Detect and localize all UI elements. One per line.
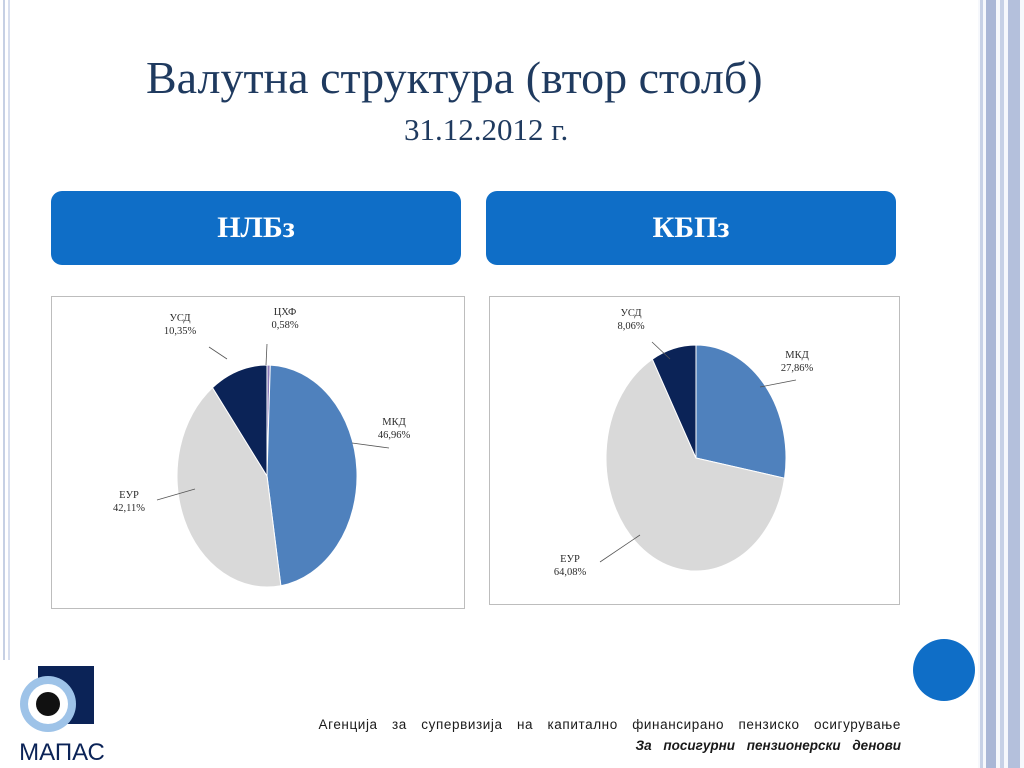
tab-nlbz: НЛБз (51, 191, 461, 265)
pie-slice-1-0 (695, 344, 787, 479)
right-edge-decoration (978, 0, 1024, 768)
tab-kbpz: КБПз (486, 191, 896, 265)
slice-label-0-0: ЦХФ (274, 307, 297, 318)
leader-line-0-2 (156, 488, 196, 501)
chart-panel-kbpz: МКД 27,86% ЕУР 64,08% УСД 8,06% (489, 296, 900, 605)
pie-chart-nlbz: ЦХФ 0,58% МКД 46,96% ЕУР 42,11% УСД 10,35% (113, 307, 411, 588)
pie-slice-0-3 (211, 364, 268, 478)
slice-label-1-2: УСД (620, 308, 641, 319)
leader-line-0-1 (351, 442, 390, 449)
slice-value-1-2: 8,06% (617, 321, 644, 332)
slide-subtitle: 31.12.2012 г. (404, 112, 569, 147)
slice-label-0-3: УСД (169, 313, 190, 324)
logo-text: МАПАС (19, 739, 105, 766)
slide-title: Валутна структура (втор столб) (146, 52, 763, 103)
slice-value-0-2: 42,11% (113, 503, 145, 514)
slice-label-1-1: ЕУР (560, 554, 580, 565)
leader-line-1-2 (651, 341, 671, 360)
slice-label-0-1: МКД (382, 417, 406, 428)
footer-agency: Агенција за супервизија на капитално фин… (318, 717, 901, 732)
pie-slice-0-2 (176, 386, 282, 588)
decorative-circle (913, 639, 975, 701)
leader-line-1-1 (599, 534, 641, 563)
leader-line-1-0 (759, 379, 797, 388)
slice-label-0-2: ЕУР (119, 490, 139, 501)
slice-value-1-1: 64,08% (554, 567, 587, 578)
pie-slice-0-1 (266, 364, 358, 587)
pie-slice-1-1 (605, 358, 786, 572)
slice-value-0-1: 46,96% (378, 430, 411, 441)
slice-label-1-0: МКД (785, 350, 809, 361)
footer-slogan: За посигурни пензионерски денови (635, 738, 902, 753)
leader-line-0-3 (208, 346, 228, 360)
left-edge-decoration (0, 0, 11, 660)
pie-chart-kbpz: МКД 27,86% ЕУР 64,08% УСД 8,06% (554, 308, 814, 578)
pie-slice-1-2 (651, 344, 697, 459)
slice-value-0-0: 0,58% (271, 320, 298, 331)
mapas-logo: МАПАС (19, 666, 105, 766)
slice-value-1-0: 27,86% (781, 363, 814, 374)
chart-panel-nlbz: ЦХФ 0,58% МКД 46,96% ЕУР 42,11% УСД 10,35% (51, 296, 465, 609)
leader-line-0-0 (265, 343, 268, 366)
slice-value-0-3: 10,35% (164, 326, 197, 337)
